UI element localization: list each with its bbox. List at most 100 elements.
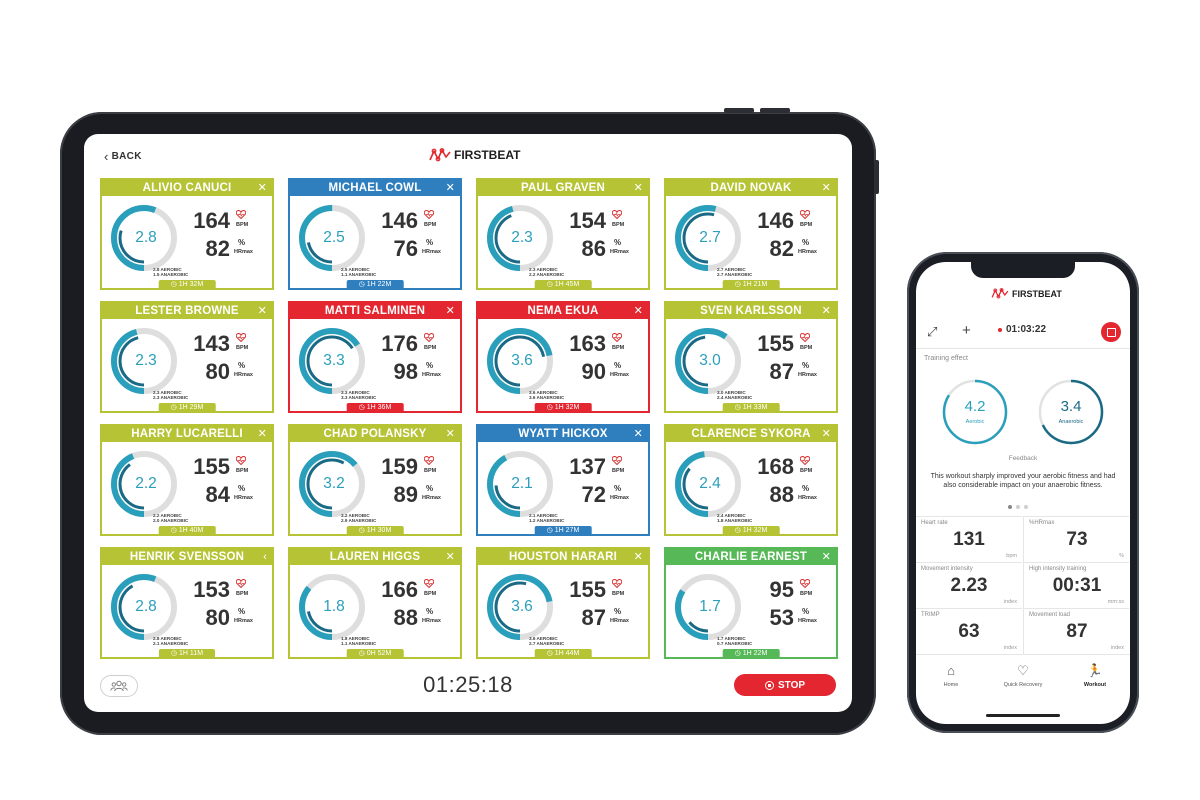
- heart-rate-value: 163: [569, 331, 606, 356]
- clock-icon: ◷: [358, 404, 367, 411]
- close-icon[interactable]: ✕: [821, 182, 831, 194]
- phone-notch: [971, 262, 1075, 278]
- athlete-header: CHARLIE EARNEST ✕: [666, 549, 836, 565]
- aerobic-arc: [675, 451, 741, 517]
- nav-quick-recovery[interactable]: ♡ Quick Recovery: [988, 663, 1058, 688]
- athlete-card[interactable]: HENRIK SVENSSON ‹ 2.8 2.8 AEROBIC 2.1 ANAERO…: [100, 547, 274, 659]
- expand-icon[interactable]: ⤢: [927, 324, 938, 339]
- athlete-card[interactable]: CHAD POLANSKY ✕ 3.2 3.2 AEROBIC 2.9 ANAEROBI…: [288, 424, 462, 536]
- anaerobic-text: 1.1 ANAEROBIC: [341, 272, 377, 278]
- anaerobic-arc: [306, 581, 358, 633]
- athlete-card[interactable]: CLARENCE SYKORA ✕ 2.4 2.4 AEROBIC 1.8 ANAERO…: [664, 424, 838, 536]
- anaerobic-text: 3.6 ANAEROBIC: [529, 395, 565, 401]
- stop-button[interactable]: STOP: [734, 674, 836, 696]
- athlete-card[interactable]: SVEN KARLSSON ✕ 3.0 3.0 AEROBIC 2.4 ANAEROBI…: [664, 301, 838, 413]
- percent-icon: %: [802, 607, 810, 616]
- training-effect-gauge: [675, 574, 741, 640]
- aerobic-text: 2.1 AEROBIC: [529, 513, 558, 518]
- clock-icon: ◷: [170, 281, 179, 288]
- close-icon[interactable]: ✕: [445, 428, 455, 440]
- athlete-name: SVEN KARLSSON: [700, 305, 802, 317]
- heart-rate-value: 176: [381, 331, 418, 356]
- hrmax-label: HRmax: [798, 495, 817, 501]
- training-effect-value: 3.3: [323, 352, 345, 369]
- hrmax-percent-value: 90: [581, 359, 606, 384]
- close-icon[interactable]: ✕: [633, 428, 643, 440]
- athlete-card[interactable]: LESTER BROWNE ✕ 2.3 2.3 AEROBIC 2.3 ANAEROBI…: [100, 301, 274, 413]
- close-icon[interactable]: ✕: [445, 182, 455, 194]
- training-effect-gauge: [487, 328, 553, 394]
- metric-unit: mm:ss: [1107, 599, 1124, 605]
- duration-text: 1H 11M: [179, 650, 204, 657]
- group-button[interactable]: [100, 675, 138, 697]
- tablet-screen: ‹ BACK FIRSTBEAT ALIVIO CANUCI ✕ 2.8 2.8 AE…: [84, 134, 852, 712]
- logo-text: FIRSTBEAT: [454, 148, 521, 162]
- duration-badge: ◷ 1H 32M: [158, 280, 216, 290]
- metric-tile: Movement intensity 2.23 index: [916, 562, 1022, 608]
- hrmax-label: HRmax: [422, 249, 441, 255]
- athlete-card[interactable]: WYATT HICKOX ✕ 2.1 2.1 AEROBIC 1.2 ANAEROBIC…: [476, 424, 650, 536]
- athlete-name: HARRY LUCARELLI: [131, 428, 243, 440]
- duration-badge: ◷ 1H 11M: [158, 649, 216, 659]
- anaerobic-arc: [306, 212, 358, 264]
- hrmax-percent-value: 53: [769, 605, 794, 630]
- athlete-card[interactable]: PAUL GRAVEN ✕ 2.3 2.3 AEROBIC 2.2 ANAEROBIC 1…: [476, 178, 650, 290]
- page-dot[interactable]: [1008, 505, 1012, 509]
- close-icon[interactable]: ✕: [821, 551, 831, 563]
- nav-workout[interactable]: 🏃 Workout: [1060, 663, 1130, 688]
- close-icon[interactable]: ✕: [633, 182, 643, 194]
- page-dot[interactable]: [1016, 505, 1020, 509]
- page-dot[interactable]: [1024, 505, 1028, 509]
- add-icon[interactable]: +: [962, 322, 971, 339]
- back-button[interactable]: ‹ BACK: [104, 150, 142, 163]
- athlete-card[interactable]: ALIVIO CANUCI ✕ 2.8 2.8 AEROBIC 1.5 ANAEROBI…: [100, 178, 274, 290]
- percent-icon: %: [238, 361, 246, 370]
- nav-home[interactable]: ⌂ Home: [916, 663, 986, 688]
- close-icon[interactable]: ✕: [633, 305, 643, 317]
- anaerobic-text: 0.7 ANAEROBIC: [717, 641, 753, 647]
- close-icon[interactable]: ✕: [821, 428, 831, 440]
- athlete-header: WYATT HICKOX ✕: [478, 426, 648, 442]
- aerobic-arc: [487, 205, 553, 271]
- duration-text: 1H 33M: [742, 404, 768, 411]
- percent-icon: %: [238, 607, 246, 616]
- close-icon[interactable]: ✕: [821, 305, 831, 317]
- athlete-header: HOUSTON HARARI ✕: [478, 549, 648, 565]
- close-icon[interactable]: ✕: [445, 305, 455, 317]
- firstbeat-logo-icon: [429, 148, 451, 162]
- athlete-card[interactable]: LAUREN HIGGS ✕ 1.8 1.8 AEROBIC 1.1 ANAEROBIC…: [288, 547, 462, 659]
- metric-tile: TRIMP 63 index: [916, 608, 1022, 654]
- heart-icon: [611, 210, 623, 222]
- aerobic-arc: [111, 328, 177, 394]
- hrmax-label: HRmax: [798, 249, 817, 255]
- duration-badge: ◷ 1H 33M: [722, 403, 780, 413]
- aerobic-arc: [487, 451, 553, 517]
- te-breakdown: 2.5 AEROBIC 1.1 ANAEROBIC: [341, 267, 376, 278]
- close-icon[interactable]: ✕: [257, 428, 267, 440]
- athlete-card[interactable]: CHARLIE EARNEST ✕ 1.7 1.7 AEROBIC 0.7 ANAERO…: [664, 547, 838, 659]
- close-icon[interactable]: ‹: [263, 551, 267, 563]
- te-breakdown: 1.8 AEROBIC 1.1 ANAEROBIC: [341, 636, 376, 647]
- athlete-card[interactable]: DAVID NOVAK ✕ 2.7 2.7 AEROBIC 2.7 ANAEROBIC 1…: [664, 178, 838, 290]
- athlete-card[interactable]: MICHAEL COWL ✕ 2.5 2.5 AEROBIC 1.1 ANAEROBIC…: [288, 178, 462, 290]
- bpm-label: BPM: [612, 468, 625, 474]
- hrmax-percent-value: 98: [393, 359, 418, 384]
- page-indicator[interactable]: [1008, 505, 1028, 509]
- close-icon[interactable]: ✕: [257, 182, 267, 194]
- bpm-label: BPM: [800, 345, 813, 351]
- anaerobic-text: 2.7 ANAEROBIC: [717, 272, 753, 278]
- anaerobic-arc: [494, 212, 546, 264]
- athlete-card[interactable]: HARRY LUCARELLI ✕ 2.2 2.2 AEROBIC 2.0 ANAERO…: [100, 424, 274, 536]
- aerobic-arc: [675, 205, 741, 271]
- athlete-card[interactable]: MATTI SALMINEN ✕ 3.3 3.3 AEROBIC 3.3 ANAEROB…: [288, 301, 462, 413]
- clock-icon: ◷: [734, 404, 743, 411]
- close-icon[interactable]: ✕: [633, 551, 643, 563]
- close-icon[interactable]: ✕: [257, 305, 267, 317]
- athlete-header: DAVID NOVAK ✕: [666, 180, 836, 196]
- athlete-card[interactable]: NEMA EKUA ✕ 3.6 3.6 AEROBIC 3.6 ANAEROBIC 163…: [476, 301, 650, 413]
- stop-workout-button[interactable]: [1101, 322, 1121, 342]
- clock-icon: ◷: [358, 281, 367, 288]
- athlete-card[interactable]: HOUSTON HARARI ✕ 3.6 3.6 AEROBIC 2.7 ANAEROB…: [476, 547, 650, 659]
- hrmax-percent-value: 82: [205, 236, 230, 261]
- close-icon[interactable]: ✕: [445, 551, 455, 563]
